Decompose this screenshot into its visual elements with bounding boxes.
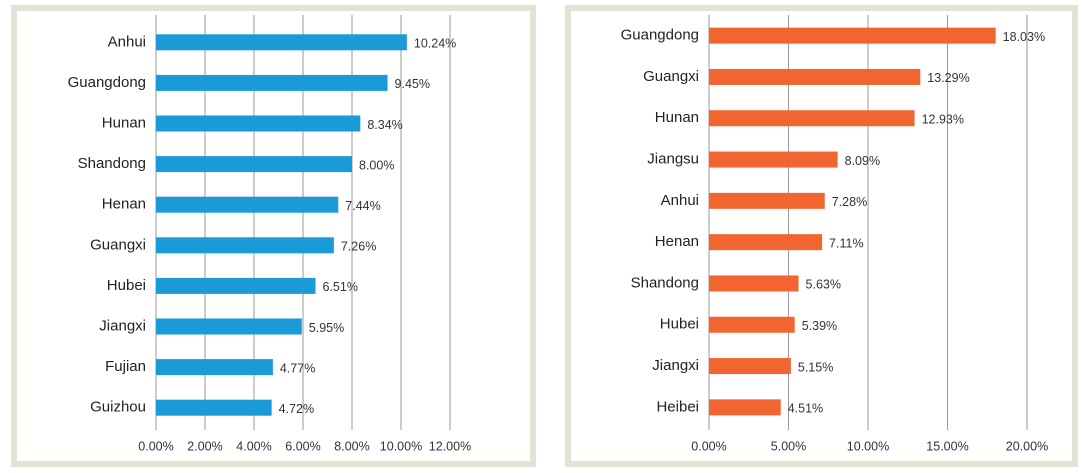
bar xyxy=(156,399,272,416)
bar xyxy=(156,237,334,254)
x-tick-label: 20.00% xyxy=(1006,439,1048,453)
category-label: Jiangsu xyxy=(647,151,699,168)
bar xyxy=(709,68,921,85)
bar xyxy=(709,275,799,292)
bar xyxy=(156,359,273,376)
value-label: 5.95% xyxy=(309,321,344,335)
value-label: 6.51% xyxy=(322,280,357,294)
bar xyxy=(709,399,781,416)
value-label: 10.24% xyxy=(414,37,456,51)
category-label: Shandong xyxy=(631,274,699,291)
category-label: Guangdong xyxy=(68,74,146,91)
value-label: 4.77% xyxy=(280,361,315,375)
x-tick-label: 0.00% xyxy=(138,439,173,453)
x-tick-label: 15.00% xyxy=(926,439,968,453)
value-label: 18.03% xyxy=(1003,30,1045,44)
bar xyxy=(156,115,361,132)
category-label: Anhui xyxy=(661,192,699,209)
bar xyxy=(709,110,915,127)
x-tick-label: 12.00% xyxy=(429,439,471,453)
value-label: 7.11% xyxy=(829,236,864,250)
category-label: Hunan xyxy=(655,109,699,126)
x-tick-label: 6.00% xyxy=(285,439,320,453)
value-label: 8.34% xyxy=(367,118,402,132)
category-label: Jiangxi xyxy=(652,357,699,374)
category-label: Hubei xyxy=(660,316,699,333)
x-tick-label: 4.00% xyxy=(236,439,271,453)
category-label: Fujian xyxy=(105,358,146,375)
bar xyxy=(709,192,825,209)
value-label: 7.44% xyxy=(345,199,380,213)
bar xyxy=(156,277,316,294)
bar xyxy=(156,74,388,91)
value-label: 9.45% xyxy=(395,77,430,91)
category-label: Henan xyxy=(102,196,146,213)
x-tick-label: 5.00% xyxy=(771,439,806,453)
category-label: Hunan xyxy=(102,114,146,131)
x-tick-label: 8.00% xyxy=(334,439,369,453)
value-label: 4.51% xyxy=(788,402,823,416)
bar xyxy=(156,34,407,51)
bar xyxy=(709,316,795,333)
category-label: Shandong xyxy=(78,155,146,172)
category-label: Guangxi xyxy=(643,68,699,85)
category-label: Guangdong xyxy=(621,27,699,44)
bar xyxy=(156,318,302,335)
x-tick-label: 10.00% xyxy=(847,439,889,453)
value-label: 7.26% xyxy=(341,240,376,254)
bar xyxy=(709,151,838,168)
bar xyxy=(709,234,823,251)
x-tick-label: 10.00% xyxy=(380,439,422,453)
value-label: 5.63% xyxy=(806,278,841,292)
x-tick-label: 2.00% xyxy=(187,439,222,453)
value-label: 12.93% xyxy=(922,113,964,127)
bar xyxy=(709,358,791,375)
bar xyxy=(156,156,352,173)
category-label: Henan xyxy=(655,233,699,250)
value-label: 7.28% xyxy=(832,195,867,209)
category-label: Heibei xyxy=(656,398,699,415)
value-label: 5.15% xyxy=(798,360,833,374)
x-tick-label: 0.00% xyxy=(691,439,726,453)
bar xyxy=(156,196,339,213)
bar xyxy=(709,27,996,44)
value-label: 5.39% xyxy=(802,319,837,333)
category-label: Anhui xyxy=(108,33,146,50)
category-label: Hubei xyxy=(107,277,146,294)
value-label: 4.72% xyxy=(279,402,314,416)
category-label: Jiangxi xyxy=(99,317,146,334)
value-label: 8.09% xyxy=(845,154,880,168)
value-label: 8.00% xyxy=(359,158,394,172)
category-label: Guizhou xyxy=(90,399,146,416)
category-label: Guangxi xyxy=(90,236,146,253)
value-label: 13.29% xyxy=(927,71,969,85)
